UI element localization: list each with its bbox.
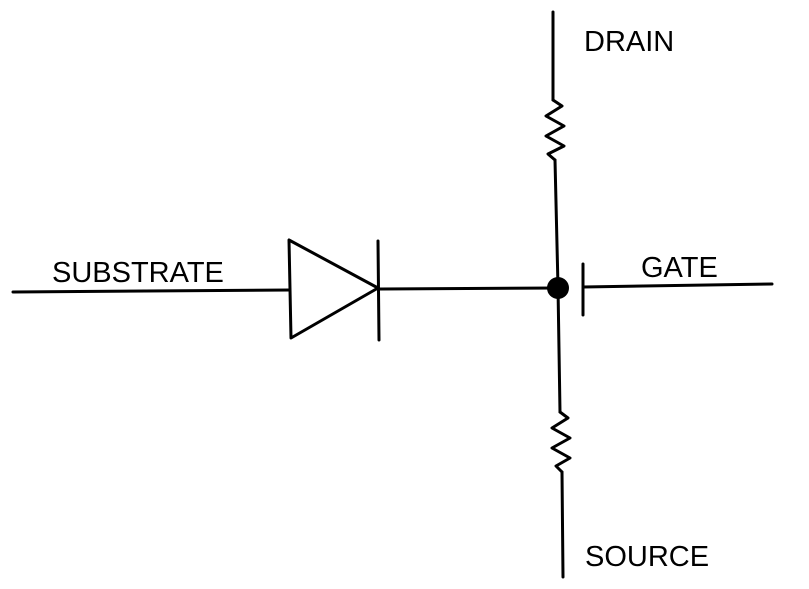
upper-channel-wire xyxy=(553,158,560,289)
junction-dot xyxy=(547,277,569,299)
diode-to-junction-wire xyxy=(376,286,560,291)
drain-label: DRAIN xyxy=(584,26,674,58)
gate-label: GATE xyxy=(641,252,718,284)
upper-resistor xyxy=(544,98,566,162)
lower-channel-wire xyxy=(556,285,562,414)
substrate-label: SUBSTRATE xyxy=(52,257,224,289)
diode-triangle xyxy=(287,238,380,340)
diode-cathode-bar xyxy=(376,239,381,342)
gate-wire xyxy=(581,282,774,289)
lower-resistor xyxy=(550,410,572,474)
source-wire xyxy=(560,470,565,579)
source-label: SOURCE xyxy=(585,541,709,573)
substrate-wire xyxy=(11,288,292,294)
